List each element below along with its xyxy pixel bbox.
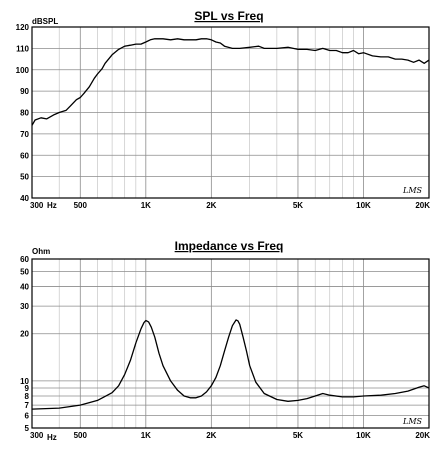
y-tick-label: 60 (20, 151, 29, 160)
x-axis-unit: Hz (47, 433, 57, 442)
y-tick-label: 110 (16, 44, 29, 53)
grid (32, 259, 429, 428)
y-ticks: 40 50 60 70 80 90 100 110 120 (16, 23, 30, 203)
y-tick-label: 10 (20, 377, 29, 386)
y-tick-label: 100 (16, 66, 30, 75)
y-tick-label: 80 (20, 109, 29, 118)
x-axis-unit: Hz (47, 201, 57, 210)
grid (32, 27, 429, 198)
x-tick-label: 300 (30, 431, 44, 440)
y-tick-label: 50 (20, 267, 29, 276)
y-tick-label: 70 (20, 130, 29, 139)
y-tick-label: 6 (25, 412, 30, 421)
x-tick-label: 5K (293, 201, 303, 210)
x-ticks: 300 500 1K 2K 5K 10K 20K (30, 201, 430, 210)
x-tick-label: 2K (206, 431, 216, 440)
y-tick-label: 40 (20, 194, 29, 203)
lms-watermark: LMS (402, 186, 423, 195)
x-tick-label: 300 (30, 201, 44, 210)
x-ticks: 300 500 1K 2K 5K 10K 20K (30, 431, 430, 440)
y-tick-label: 30 (20, 302, 29, 311)
y-tick-label: 8 (25, 392, 30, 401)
x-tick-label: 10K (356, 431, 371, 440)
x-tick-label: 20K (415, 431, 430, 440)
chart-title: Impedance vs Freq (175, 239, 284, 253)
x-tick-label: 1K (141, 431, 151, 440)
y-tick-label: 60 (20, 255, 29, 264)
y-tick-label: 120 (16, 23, 30, 32)
lms-watermark: LMS (402, 417, 423, 426)
y-tick-label: 50 (20, 173, 29, 182)
spl-curve (31, 38, 430, 126)
y-tick-label: 5 (25, 424, 30, 433)
impedance-chart: Impedance vs Freq Ohm 56789102030405060 … (20, 239, 430, 442)
spl-chart: SPL vs Freq dBSPL 405060708090100110120 … (16, 9, 431, 210)
x-tick-label: 500 (74, 201, 88, 210)
x-tick-label: 5K (293, 431, 303, 440)
x-tick-label: 10K (356, 201, 371, 210)
y-axis-label: dBSPL (32, 17, 58, 26)
x-tick-label: 2K (206, 201, 216, 210)
plot-frame (31, 258, 430, 429)
y-axis-label: Ohm (32, 247, 50, 256)
y-tick-label: 7 (25, 401, 30, 410)
plot-frame (31, 26, 430, 199)
chart-title: SPL vs Freq (194, 9, 263, 23)
x-tick-label: 500 (74, 431, 88, 440)
impedance-curve (31, 319, 430, 410)
y-tick-label: 20 (20, 330, 29, 339)
x-tick-label: 1K (141, 201, 151, 210)
x-tick-label: 20K (415, 201, 430, 210)
y-tick-label: 90 (20, 87, 29, 96)
y-tick-label: 40 (20, 283, 29, 292)
y-tick-label: 9 (25, 384, 30, 393)
